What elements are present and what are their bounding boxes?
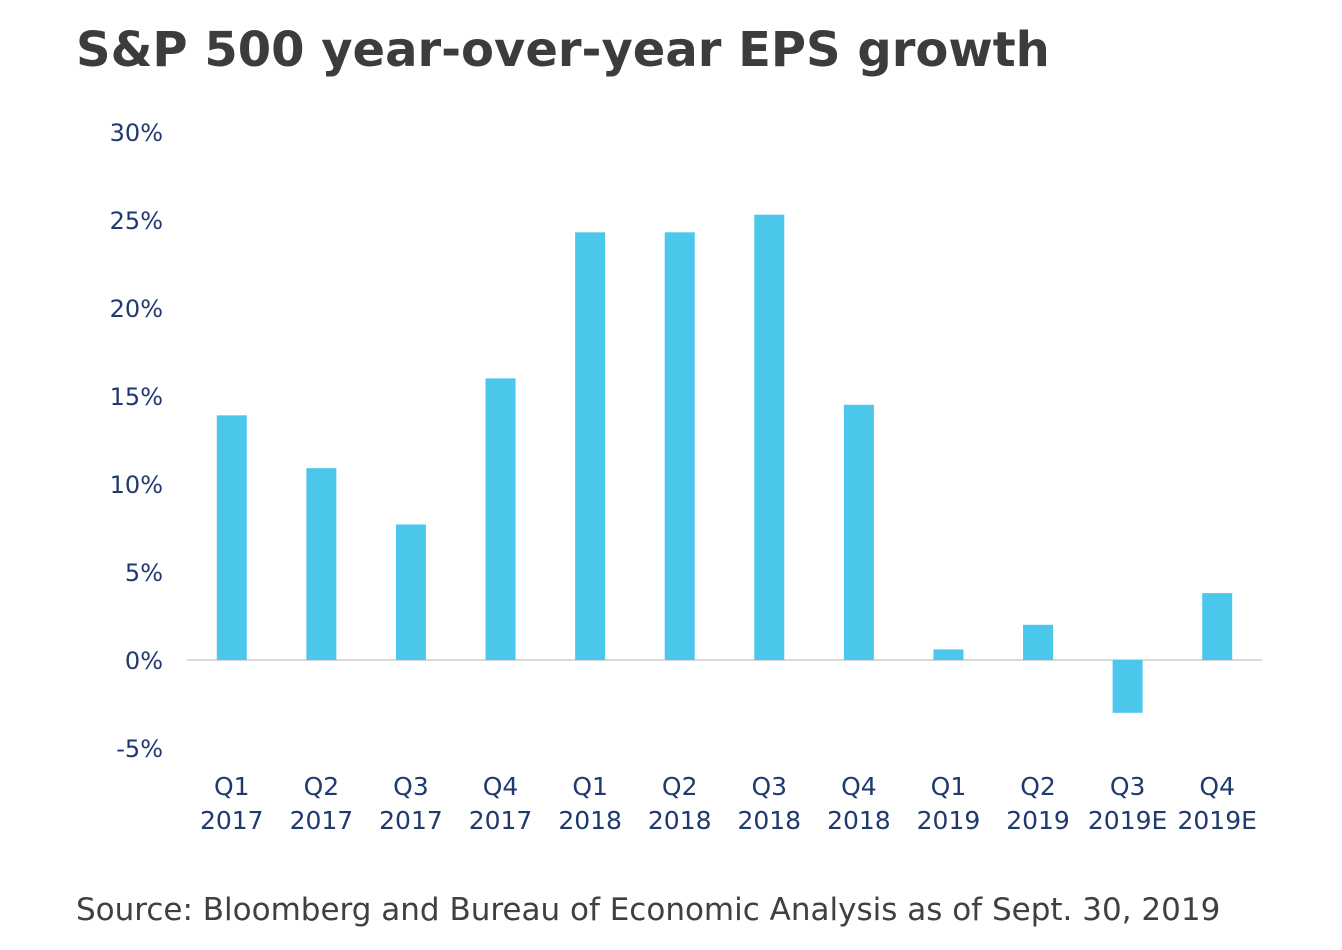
x-tick-label-year: 2018 <box>737 806 801 835</box>
bar <box>1023 624 1054 660</box>
chart-title: S&P 500 year-over-year EPS growth <box>76 22 1050 78</box>
source-note: Source: Bloomberg and Bureau of Economic… <box>76 892 1221 928</box>
x-tick-label-year: 2017 <box>379 806 443 835</box>
x-tick-label-quarter: Q2 <box>304 772 340 801</box>
x-tick-label-quarter: Q4 <box>841 772 877 801</box>
bar <box>754 214 785 660</box>
eps-bar-chart: -5% 0% 5% 10% 15% 20% 25% 30% Q1 2017 Q2 2017 Q3 2017… <box>110 119 1262 835</box>
bar <box>216 415 247 660</box>
bar <box>306 468 337 660</box>
x-tick-label-year: 2019 <box>917 806 981 835</box>
x-tick-label-year: 2018 <box>827 806 891 835</box>
x-tick-label-quarter: Q4 <box>483 772 519 801</box>
bar <box>395 524 426 660</box>
x-tick-label-quarter: Q1 <box>214 772 250 801</box>
bar <box>1112 660 1143 713</box>
x-tick-label-quarter: Q4 <box>1199 772 1235 801</box>
y-tick-label: 0% <box>125 647 163 675</box>
x-tick-label-year: 2018 <box>558 806 622 835</box>
y-tick-label: -5% <box>116 735 163 763</box>
y-tick-label: 10% <box>110 471 163 499</box>
y-tick-label: 15% <box>110 383 163 411</box>
bar <box>933 649 964 660</box>
y-tick-label: 30% <box>110 119 163 147</box>
bar <box>664 232 695 660</box>
x-tick-label-year: 2017 <box>469 806 533 835</box>
x-tick-label-quarter: Q3 <box>1110 772 1146 801</box>
x-tick-label-year: 2019 <box>1006 806 1070 835</box>
x-tick-label-quarter: Q1 <box>572 772 608 801</box>
x-tick-label-quarter: Q3 <box>393 772 429 801</box>
x-tick-label-quarter: Q1 <box>931 772 967 801</box>
bar <box>485 378 516 660</box>
y-tick-label: 5% <box>125 559 163 587</box>
bar <box>843 404 874 660</box>
x-tick-label-quarter: Q2 <box>1020 772 1056 801</box>
x-tick-label-quarter: Q3 <box>751 772 787 801</box>
x-tick-label-year: 2017 <box>200 806 264 835</box>
bar <box>1202 593 1233 660</box>
x-tick-label-year: 2019E <box>1088 806 1167 835</box>
x-tick-label-year: 2018 <box>648 806 712 835</box>
y-tick-label: 25% <box>110 207 163 235</box>
bar <box>575 232 606 660</box>
x-tick-label-year: 2017 <box>290 806 354 835</box>
x-tick-label-year: 2019E <box>1177 806 1256 835</box>
y-tick-label: 20% <box>110 295 163 323</box>
x-tick-label-quarter: Q2 <box>662 772 698 801</box>
